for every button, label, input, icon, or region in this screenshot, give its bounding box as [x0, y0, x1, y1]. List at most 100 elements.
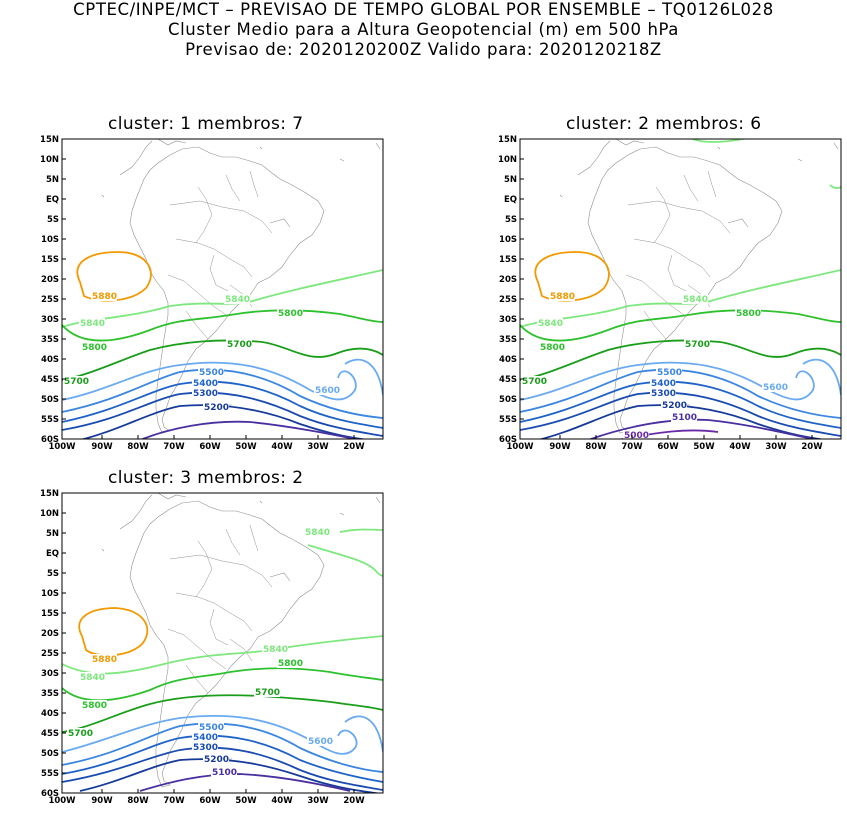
- contour-line: [829, 184, 841, 190]
- contour-label-bg: [192, 388, 218, 398]
- header-line-2: Cluster Medio para a Altura Geopotencial…: [167, 20, 680, 39]
- contour-line: [62, 391, 383, 437]
- island: [833, 142, 839, 150]
- contour-line: [520, 368, 841, 419]
- lon-tick-label: 60W: [199, 796, 221, 806]
- contour-label-bg: [91, 291, 117, 301]
- lat-tick-label: EQ: [46, 549, 59, 559]
- contour-label: 5700: [64, 377, 89, 387]
- contour-line: [62, 714, 383, 755]
- lon-tick-label: 30W: [307, 796, 329, 806]
- island: [717, 146, 721, 150]
- contour-label-bg: [656, 367, 682, 377]
- lon-tick-label: 70W: [163, 442, 185, 452]
- contour-label: 5600: [315, 386, 340, 396]
- contour-label: 5840: [80, 673, 105, 683]
- map-plot-area: [520, 139, 841, 439]
- contour-label: 5800: [278, 659, 303, 669]
- lon-tick-label: 30W: [765, 442, 787, 452]
- contour-label: 5600: [308, 737, 333, 747]
- contour-label: 5840: [538, 319, 563, 329]
- contour-line: [80, 404, 368, 439]
- contour-line: [62, 722, 383, 773]
- coastline: [587, 146, 783, 434]
- lat-tick-label: 5S: [47, 215, 59, 225]
- contour-label: 5100: [212, 768, 237, 778]
- lat-tick-label: 15N: [40, 135, 59, 145]
- contour-label-bg: [684, 339, 710, 349]
- panel-title: cluster: 2 membros: 6: [566, 114, 762, 134]
- lat-tick-label: 15S: [499, 255, 517, 265]
- contour-line: [520, 380, 841, 429]
- map-svg: 5840 5880 5840 5840 5800 5800 5700 5700 5600 5500…: [40, 489, 384, 806]
- contour-line: [520, 339, 841, 381]
- island: [101, 548, 105, 552]
- lat-tick-label: EQ: [504, 195, 517, 205]
- contour-label: 5840: [305, 528, 330, 538]
- lat-tick-label: 25S: [499, 295, 517, 305]
- panel-title: cluster: 1 membros: 7: [108, 114, 304, 134]
- map-panel-cluster-2: cluster: 2 membros: 6 5880 5840 5840 5800 58…: [458, 110, 847, 452]
- contour-label-bg: [91, 654, 117, 664]
- contour-label-bg: [254, 687, 280, 697]
- contour-label-bg: [262, 644, 288, 654]
- lat-tick-label: 45S: [499, 375, 517, 385]
- lon-tick-label: 60W: [657, 442, 679, 452]
- lon-tick-label: 30W: [307, 442, 329, 452]
- lat-tick-label: 45S: [41, 375, 59, 385]
- contour-label-bg: [198, 367, 224, 377]
- lat-tick-label: 60S: [41, 789, 59, 799]
- lon-tick-label: 70W: [621, 442, 643, 452]
- contour-label-bg: [79, 318, 105, 328]
- island: [259, 500, 263, 504]
- contour-label: 5100: [672, 413, 697, 423]
- lon-tick-label: 50W: [693, 442, 715, 452]
- contour-label: 5700: [227, 340, 252, 350]
- contour-label-bg: [762, 382, 788, 392]
- contour-label: 5400: [193, 733, 218, 743]
- lon-tick-label: 70W: [163, 796, 185, 806]
- lat-tick-label: 50S: [499, 395, 517, 405]
- contour-label: 5300: [193, 743, 218, 753]
- lat-tick-label: 15S: [41, 255, 59, 265]
- contour-line: [520, 269, 841, 328]
- contour-line: [62, 269, 383, 328]
- contour-label: 5700: [255, 688, 280, 698]
- contour-label-bg: [549, 291, 575, 301]
- contour-line: [140, 420, 360, 439]
- island: [339, 512, 345, 516]
- lat-tick-label: 5N: [504, 175, 517, 185]
- contour-line: [62, 368, 383, 419]
- contour-label: 5700: [68, 729, 93, 739]
- contour-label-bg: [539, 342, 565, 352]
- contour-label: 5000: [624, 431, 649, 441]
- lon-tick-label: 90W: [91, 796, 113, 806]
- lat-tick-label: 55S: [41, 415, 59, 425]
- contour-line: [62, 635, 383, 675]
- contour-label-bg: [63, 376, 89, 386]
- contour-label: 5200: [662, 401, 687, 411]
- contour-label: 5700: [685, 340, 710, 350]
- lon-tick-label: 80W: [127, 796, 149, 806]
- contour-label-bg: [224, 294, 250, 304]
- lat-tick-label: 50S: [41, 749, 59, 759]
- contour-label: 5840: [225, 295, 250, 305]
- lat-tick-label: 20S: [41, 275, 59, 285]
- contour-label: 5700: [522, 377, 547, 387]
- contour-label: 5840: [80, 319, 105, 329]
- contour-label: 5880: [550, 292, 575, 302]
- panel-title: cluster: 3 membros: 2: [108, 468, 304, 488]
- contour-label: 5300: [193, 389, 218, 399]
- coastline: [129, 500, 325, 788]
- country-borders: [625, 170, 731, 340]
- lon-tick-label: 20W: [343, 796, 365, 806]
- contour-line: [62, 380, 383, 429]
- contour-label-bg: [521, 376, 547, 386]
- contour-label-bg: [650, 378, 676, 388]
- lon-tick-label: 100W: [48, 442, 76, 452]
- contour-label: 5600: [763, 383, 788, 393]
- lat-tick-label: 30S: [499, 315, 517, 325]
- lon-tick-label: 20W: [801, 442, 823, 452]
- lat-tick-label: 15N: [498, 135, 517, 145]
- contour-line: [139, 773, 351, 792]
